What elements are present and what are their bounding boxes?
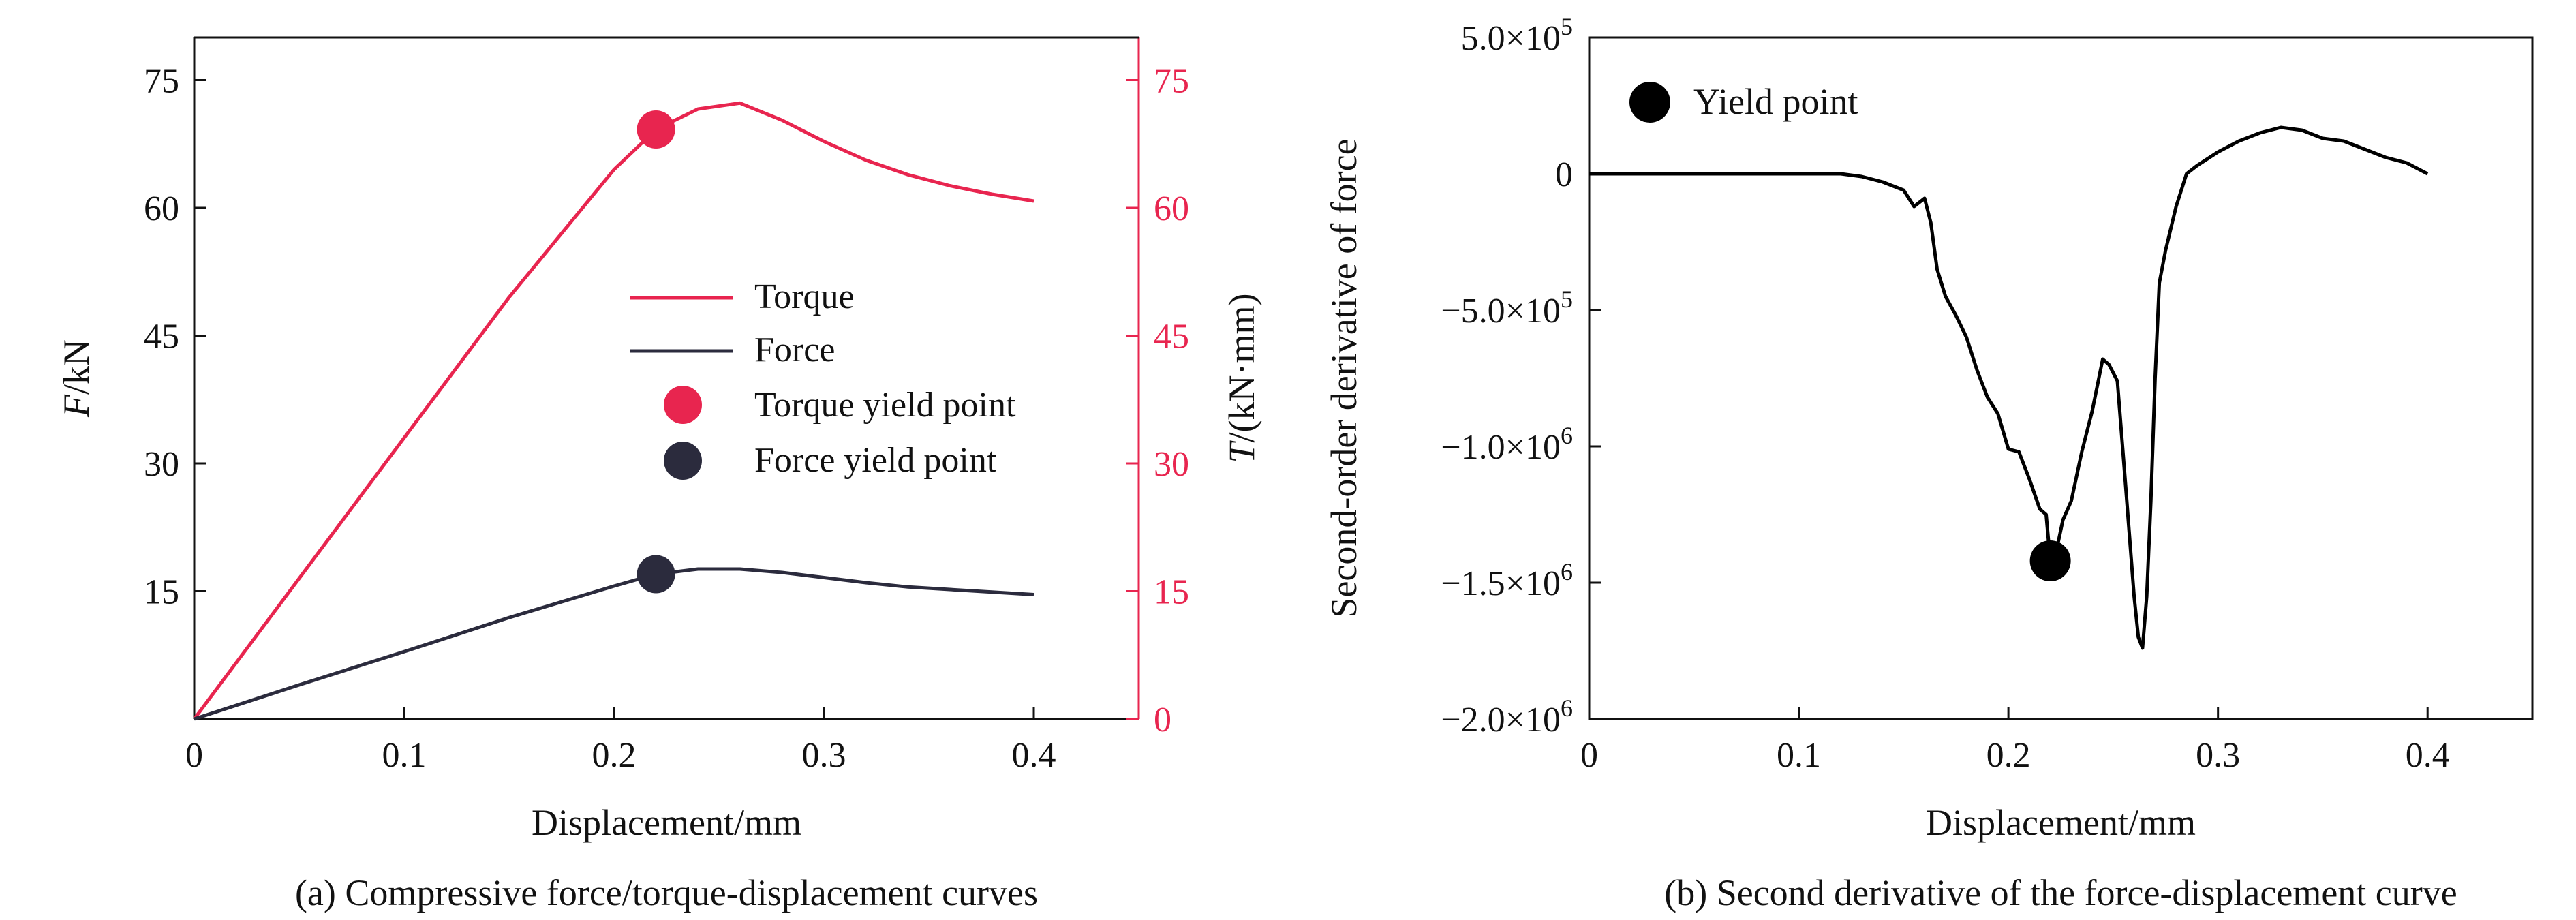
a-series-torque-line: [192, 101, 1034, 720]
legend-marker-force-yield: [664, 442, 702, 480]
b-x-tick-label: 0: [1580, 736, 1598, 775]
a-y-left-tick-label: 60: [144, 189, 179, 228]
b-x-tick-label: 0.4: [2406, 736, 2450, 775]
a-y-left-tick-label: 45: [144, 318, 179, 356]
a-y-right-tick-label: 75: [1154, 62, 1189, 101]
b-series-group: [1589, 125, 2429, 650]
legend-label-force: Force: [754, 331, 835, 369]
b-x-tick-label: 0.1: [1777, 736, 1821, 775]
a-y-left-tick-label: 75: [144, 62, 179, 101]
b-x-tick-label: 0.3: [2196, 736, 2240, 775]
yield-point-marker: [2029, 540, 2071, 581]
a-caption: (a) Compressive force/torque-displacemen…: [295, 872, 1038, 913]
legend-label-yield-point: Yield point: [1693, 81, 1858, 122]
a-series-group: [192, 101, 1034, 721]
a-y-left-axis-label: F/kN: [56, 339, 97, 418]
legend-label-force-yield: Force yield point: [754, 441, 997, 480]
torque-yield-point-marker: [637, 110, 675, 149]
b-second-derivative-line: [1589, 125, 2429, 650]
b-caption: (b) Second derivative of the force-displ…: [1664, 872, 2457, 913]
a-x-tick-label: 0.3: [802, 736, 846, 775]
b-legend: Yield point: [1629, 81, 1858, 123]
a-x-tick-label: 0.4: [1012, 736, 1056, 775]
b-y-tick-label: −2.0×106: [1441, 694, 1573, 739]
legend-label-torque-yield: Torque yield point: [754, 386, 1016, 425]
a-x-axis-label: Displacement/mm: [532, 802, 801, 843]
b-markers-group: [2029, 540, 2071, 581]
a-x-tick-label: 0.2: [592, 736, 637, 775]
b-y-tick-label: −5.0×105: [1441, 286, 1573, 331]
a-y-left-tick-label: 15: [144, 573, 179, 612]
a-legend: Torque Force Torque yield point Force yi…: [630, 277, 1016, 480]
legend-marker-yield-point: [1629, 82, 1670, 123]
a-y-right-tick-label: 0: [1154, 701, 1171, 739]
panel-b: 0 0.1 0.2 0.3 0.4 5.0×105 0 −5.0×105 −1.0×106 −1.…: [1323, 13, 2534, 913]
a-series-force-line: [194, 567, 1034, 721]
b-x-axis-label: Displacement/mm: [1926, 802, 2196, 843]
a-x-tick-label: 0.1: [382, 736, 427, 775]
b-y-tick-label: −1.5×106: [1441, 558, 1573, 603]
b-y-axis-label: Second-order derivative of force: [1323, 138, 1364, 617]
a-y-right-tick-label: 60: [1154, 189, 1189, 228]
legend-marker-torque-yield: [664, 386, 702, 424]
a-y-right-tick-label: 30: [1154, 445, 1189, 484]
legend-label-torque: Torque: [754, 277, 855, 316]
b-ticks-group: 0 0.1 0.2 0.3 0.4 5.0×105 0 −5.0×105 −1.0×106 −1.…: [1441, 13, 2449, 775]
b-y-tick-label: −1.0×106: [1441, 422, 1573, 467]
a-ticks-group: 0 0.1 0.2 0.3 0.4 15 30 45 60 75 0 15 30 45 60 75: [144, 62, 1189, 776]
force-yield-point-marker: [637, 555, 675, 594]
b-plot-frame: [1588, 36, 2534, 720]
a-y-right-axis-label: T/(kN·mm): [1221, 294, 1262, 463]
a-y-right-tick-label: 45: [1154, 318, 1189, 356]
a-y-right-tick-label: 15: [1154, 573, 1189, 612]
a-x-tick-label: 0: [185, 736, 203, 775]
a-y-left-tick-label: 30: [144, 445, 179, 484]
b-y-tick-label: 5.0×105: [1461, 13, 1573, 58]
b-y-tick-label: 0: [1555, 155, 1573, 194]
b-x-tick-label: 0.2: [1987, 736, 2031, 775]
a-markers-group: [637, 110, 675, 594]
